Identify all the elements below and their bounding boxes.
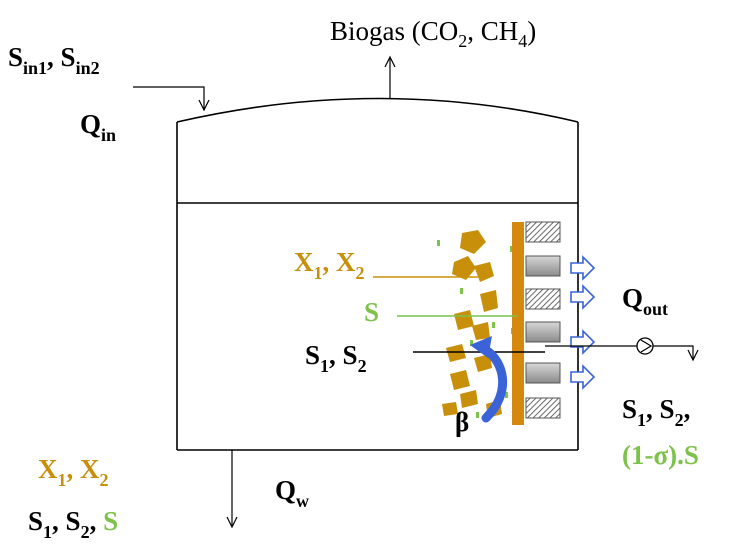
waste-biomass-label: X1, X2 bbox=[38, 454, 109, 490]
beta-label: β bbox=[455, 407, 469, 437]
waste-substrates-label: S1, S2, S bbox=[28, 506, 118, 542]
biomass-flocs bbox=[442, 230, 520, 418]
biomass-membrane-label: X1, X2 bbox=[294, 247, 365, 283]
biogas-label: Biogas (CO2, CH4) bbox=[330, 16, 536, 51]
outlet-pipe bbox=[545, 337, 699, 362]
membrane-s-label: S bbox=[364, 297, 379, 327]
outflow-rate-label: Qout bbox=[622, 283, 668, 319]
biofilm-layer bbox=[512, 222, 524, 425]
permeate-arrows bbox=[570, 255, 596, 390]
reactor-vessel bbox=[176, 97, 579, 451]
outflow-sigma-label: (1-σ).S bbox=[622, 440, 699, 470]
beta-recirculation-arrow bbox=[470, 336, 507, 423]
inflow-arrow bbox=[133, 86, 210, 112]
membrane-module bbox=[512, 221, 561, 425]
outflow-substrates-label: S1, S2, bbox=[622, 394, 690, 430]
biogas-arrow bbox=[384, 55, 396, 99]
membrane-fiber bbox=[525, 255, 561, 277]
substrates-membrane-label: S1, S2 bbox=[305, 340, 367, 376]
membrane-fiber bbox=[525, 362, 561, 384]
membrane-fiber bbox=[525, 321, 561, 343]
membrane-fiber bbox=[525, 397, 561, 419]
inflow-substrates-label: Sin1, Sin2 bbox=[8, 42, 100, 78]
waste-rate-label: Qw bbox=[275, 475, 309, 511]
membrane-fiber bbox=[525, 221, 561, 243]
inflow-rate-label: Qin bbox=[80, 109, 116, 145]
membrane-fiber bbox=[525, 288, 561, 310]
waste-arrow bbox=[226, 450, 238, 529]
